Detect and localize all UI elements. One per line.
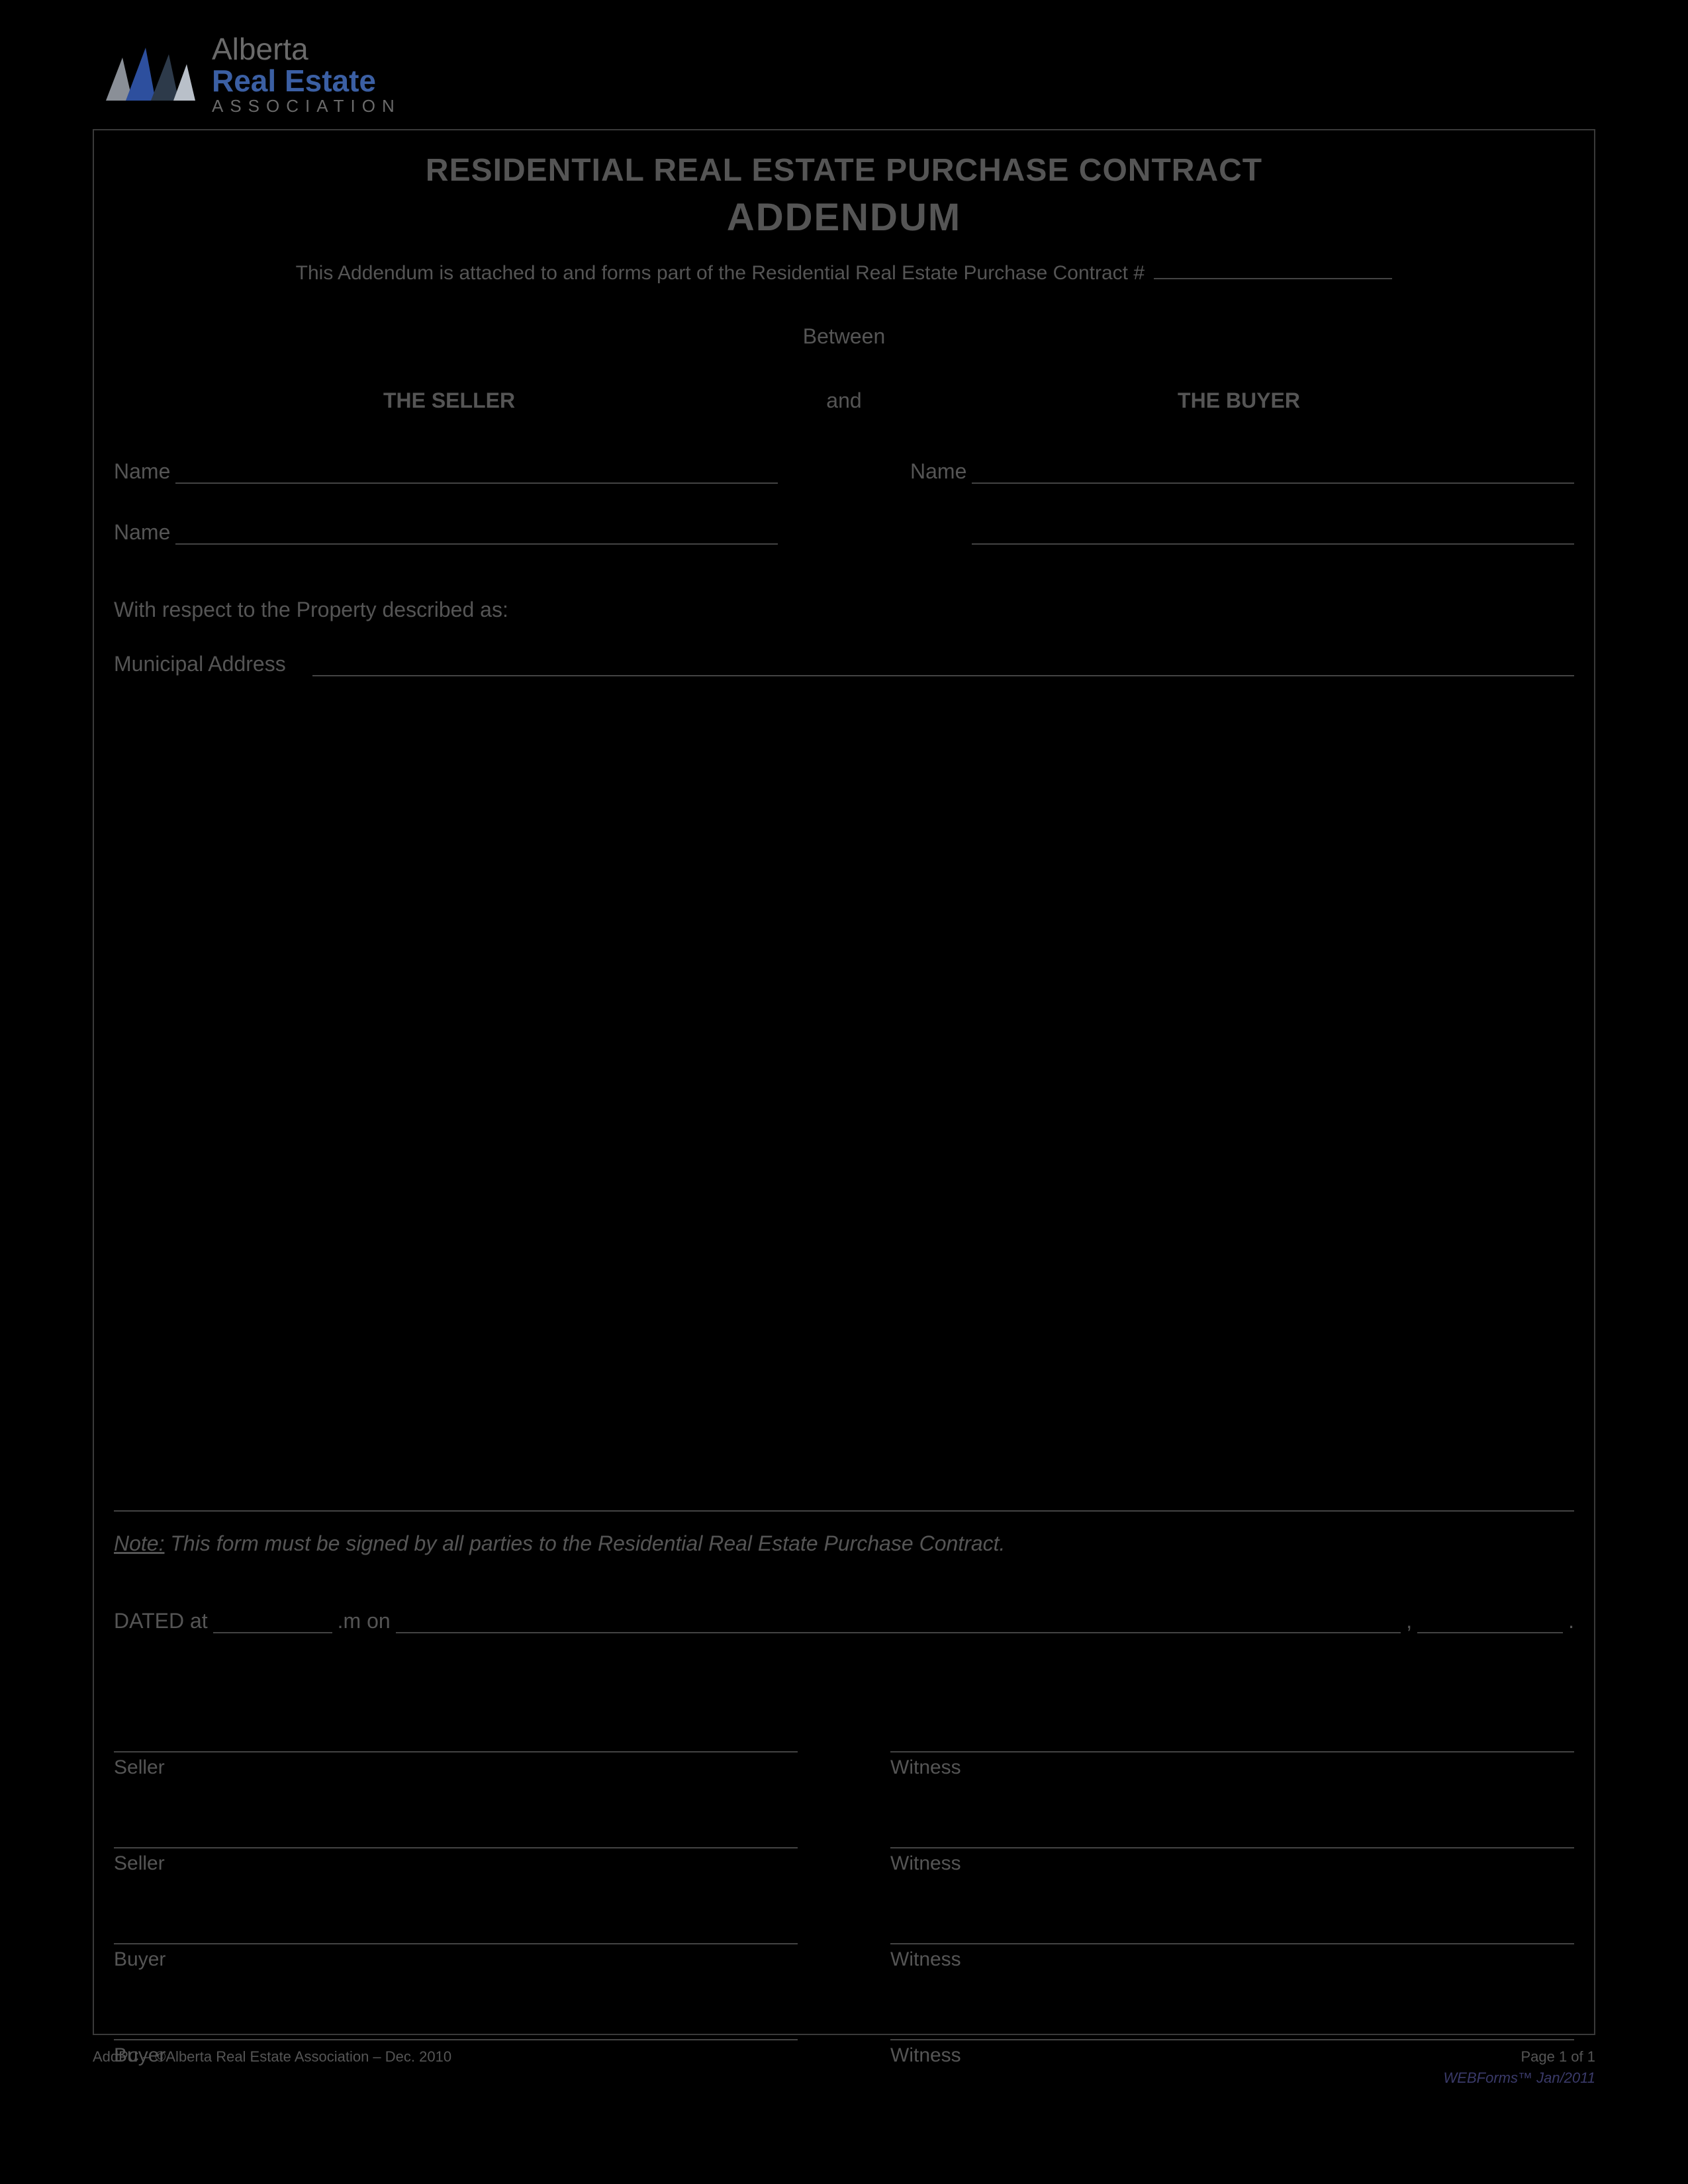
buyer-name-2-field[interactable] (972, 523, 1574, 545)
footer-left: AddPC – ©Alberta Real Estate Association… (93, 2048, 451, 2087)
seller-label: Seller (114, 1756, 798, 1779)
dated-time-field[interactable] (213, 1612, 332, 1633)
witness-sig-3: Witness (890, 1911, 1574, 1971)
buyer-header: THE BUYER (904, 388, 1574, 413)
form-title-1: RESIDENTIAL REAL ESTATE PURCHASE CONTRAC… (114, 152, 1574, 189)
municipal-label: Municipal Address (114, 652, 286, 676)
footer: AddPC – ©Alberta Real Estate Association… (93, 2048, 1595, 2087)
dated-period: . (1568, 1609, 1574, 1633)
witness-sig-2: Witness (890, 1815, 1574, 1875)
witness-sig-3-field[interactable] (890, 1911, 1574, 1944)
municipal-row: Municipal Address (114, 652, 1574, 676)
witness-sig-4-field[interactable] (890, 2007, 1574, 2040)
respect-text: With respect to the Property described a… (114, 598, 1574, 622)
witness-sig-2-field[interactable] (890, 1815, 1574, 1848)
sig-row-1: Seller Witness (114, 1719, 1574, 1779)
seller-label: Seller (114, 1852, 798, 1875)
dated-date-field[interactable] (396, 1612, 1401, 1633)
note-line: Note: This form must be signed by all pa… (114, 1531, 1574, 1556)
municipal-address-field[interactable] (312, 655, 1574, 676)
footer-page: Page 1 of 1 (1444, 2048, 1595, 2066)
names-row-2: Name Name (114, 520, 1574, 545)
note-text: This form must be signed by all parties … (164, 1531, 1005, 1555)
dated-comma: , (1406, 1609, 1412, 1633)
intro-text: This Addendum is attached to and forms p… (296, 262, 1145, 284)
footer-webforms: WEBForms™ Jan/2011 (1444, 2070, 1595, 2087)
witness-sig-1: Witness (890, 1719, 1574, 1779)
buyer-name-1-field[interactable] (972, 463, 1574, 484)
logo-line1: Alberta (212, 33, 401, 65)
seller-name-1: Name (114, 459, 778, 484)
buyer-name-1: Name (910, 459, 1574, 484)
dated-m-on: .m on (338, 1609, 391, 1633)
seller-sig-1-field[interactable] (114, 1719, 798, 1752)
intro-line: This Addendum is attached to and forms p… (114, 259, 1574, 285)
seller-sig-1: Seller (114, 1719, 798, 1779)
logo-mark-icon (99, 41, 199, 107)
buyer-sig-2-field[interactable] (114, 2007, 798, 2040)
seller-sig-2: Seller (114, 1815, 798, 1875)
dated-at-label: DATED at (114, 1609, 208, 1633)
logo-block: Alberta Real Estate ASSOCIATION (99, 33, 401, 115)
witness-label: Witness (890, 1756, 1574, 1779)
seller-name-1-field[interactable] (175, 463, 778, 484)
form-title-2: ADDENDUM (114, 195, 1574, 240)
addendum-body-area[interactable] (114, 676, 1574, 1504)
dated-year-field[interactable] (1417, 1612, 1563, 1633)
divider-line (114, 1510, 1574, 1512)
parties-header: THE SELLER and THE BUYER (114, 388, 1574, 413)
logo-line3: ASSOCIATION (212, 97, 401, 115)
witness-label: Witness (890, 1852, 1574, 1875)
seller-name-2: Name (114, 520, 778, 545)
names-row-1: Name Name (114, 459, 1574, 484)
witness-label: Witness (890, 1948, 1574, 1971)
witness-sig-1-field[interactable] (890, 1719, 1574, 1752)
buyer-label: Buyer (114, 1948, 798, 1971)
seller-name-2-field[interactable] (175, 523, 778, 545)
dated-row: DATED at .m on , . (114, 1609, 1574, 1633)
name-label: Name (114, 520, 170, 545)
seller-sig-2-field[interactable] (114, 1815, 798, 1848)
contract-number-field[interactable] (1154, 259, 1392, 279)
and-label: and (784, 388, 904, 413)
logo-text: Alberta Real Estate ASSOCIATION (212, 33, 401, 115)
page: Alberta Real Estate ASSOCIATION RESIDENT… (0, 0, 1688, 2184)
note-label: Note: (114, 1531, 164, 1555)
footer-right: Page 1 of 1 WEBForms™ Jan/2011 (1444, 2048, 1595, 2087)
between-label: Between (114, 324, 1574, 349)
sig-row-3: Buyer Witness (114, 1911, 1574, 1971)
buyer-sig-1-field[interactable] (114, 1911, 798, 1944)
name-label: Name (114, 459, 170, 484)
seller-header: THE SELLER (114, 388, 784, 413)
signature-block: Seller Witness Seller Witness (114, 1719, 1574, 2067)
form-box: RESIDENTIAL REAL ESTATE PURCHASE CONTRAC… (93, 129, 1595, 2035)
name-label: Name (910, 459, 966, 484)
logo-line2: Real Estate (212, 65, 401, 97)
buyer-name-2: Name (910, 520, 1574, 545)
buyer-sig-1: Buyer (114, 1911, 798, 1971)
sig-row-2: Seller Witness (114, 1815, 1574, 1875)
